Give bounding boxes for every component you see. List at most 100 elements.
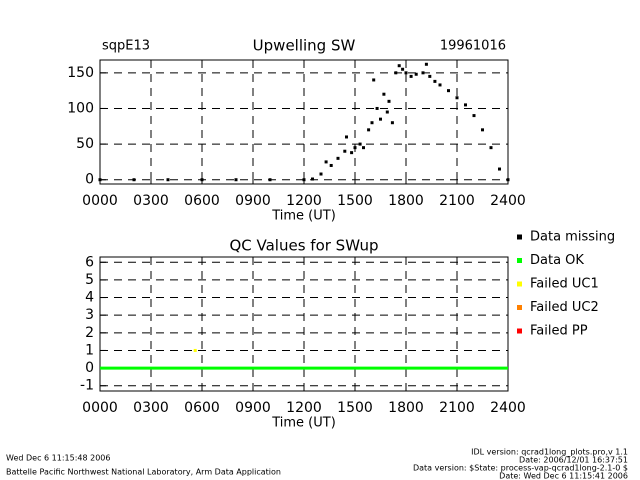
data-point: [372, 78, 376, 82]
y-tick-label: -1: [80, 378, 94, 394]
data-point: [336, 156, 340, 160]
y-tick-label: 2: [85, 325, 94, 341]
data-point: [132, 178, 136, 182]
annotation: 19961016: [440, 39, 506, 54]
data-point: [394, 71, 398, 75]
data-point: [319, 172, 323, 176]
x-tick-label: 0000: [82, 193, 118, 209]
data-point: [268, 178, 272, 182]
data-point: [234, 178, 238, 182]
data-point: [367, 128, 371, 132]
footer-text: Data version: $State: process-vap-qcrad1…: [413, 464, 628, 473]
legend-marker: [517, 305, 522, 310]
data-point: [472, 114, 476, 118]
data-point: [438, 83, 442, 87]
x-axis-label: Time (UT): [271, 209, 336, 224]
y-tick-label: 5: [85, 272, 94, 288]
data-point: [382, 92, 386, 96]
data-point: [424, 62, 428, 66]
footer-text: Date: 2006/12/01 16:37:51: [519, 456, 628, 465]
data-point: [414, 72, 418, 76]
data-point: [387, 99, 391, 103]
data-point: [397, 64, 401, 68]
legend-marker: [517, 281, 522, 287]
chart-title: QC Values for SWup: [229, 237, 378, 255]
legend-label: Failed PP: [530, 324, 588, 339]
y-tick-label: 3: [85, 307, 94, 323]
x-tick-label: 1200: [286, 400, 322, 416]
legend-marker: [517, 328, 522, 334]
data-point: [353, 146, 357, 150]
data-point: [409, 74, 413, 78]
x-tick-label: 0300: [133, 193, 169, 209]
x-tick-label: 0600: [184, 400, 220, 416]
data-point: [193, 348, 197, 352]
footer-text: Battelle Pacific Northwest National Labo…: [6, 468, 281, 477]
data-point: [428, 74, 432, 78]
x-tick-label: 0300: [133, 400, 169, 416]
data-point: [498, 167, 501, 171]
x-tick-label: 0900: [235, 400, 271, 416]
y-tick-label: 0: [85, 360, 94, 376]
footer-text: Date: Wed Dec 6 11:15:41 2006: [499, 472, 628, 480]
legend-label: Failed UC2: [530, 300, 599, 315]
legend-label: Data missing: [530, 230, 615, 245]
data-point: [98, 178, 102, 182]
x-tick-label: 2100: [439, 193, 475, 209]
chart-title: Upwelling SW: [253, 37, 356, 55]
y-tick-label: 50: [76, 136, 94, 152]
data-point: [302, 178, 306, 182]
data-point: [166, 178, 170, 182]
x-tick-label: 2100: [439, 400, 475, 416]
x-tick-label: 2400: [490, 193, 526, 209]
data-point: [358, 142, 362, 146]
data-point: [343, 149, 347, 153]
x-tick-label: 0000: [82, 400, 118, 416]
x-tick-label: 1500: [337, 193, 373, 209]
data-point: [455, 96, 459, 100]
y-tick-label: 1: [85, 342, 94, 358]
legend-label: Data OK: [530, 253, 584, 268]
footer-text: Wed Dec 6 11:15:48 2006: [6, 454, 110, 463]
data-point: [481, 128, 484, 132]
data-point: [489, 146, 493, 150]
x-tick-label: 0600: [184, 193, 220, 209]
footer-text: IDL version: qcrad1long_plots.pro,v 1.1: [471, 448, 628, 457]
x-tick-label: 1200: [286, 193, 322, 209]
x-tick-label: 1800: [388, 400, 424, 416]
data-point: [421, 71, 425, 75]
x-tick-label: 0900: [235, 193, 271, 209]
y-tick-label: 150: [67, 65, 94, 81]
x-tick-label: 1500: [337, 400, 373, 416]
data-point: [370, 121, 374, 125]
legend-marker: [517, 234, 522, 240]
data-point: [433, 79, 437, 83]
y-tick-label: 6: [85, 254, 94, 270]
data-point: [404, 71, 408, 75]
data-point: [350, 151, 354, 155]
data-point: [379, 117, 382, 121]
x-tick-label: 1800: [388, 193, 424, 209]
y-tick-label: 0: [85, 172, 94, 188]
x-axis-label: Time (UT): [271, 416, 336, 431]
data-point: [362, 146, 365, 150]
data-point: [401, 67, 405, 71]
data-point: [447, 89, 450, 93]
data-point: [345, 135, 348, 139]
annotation: sqpE13: [102, 39, 150, 54]
y-tick-label: 4: [85, 290, 94, 306]
y-tick-label: 100: [67, 100, 94, 116]
x-tick-label: 2400: [490, 400, 526, 416]
data-point: [375, 106, 379, 110]
legend-marker: [517, 258, 522, 263]
legend-label: Failed UC1: [530, 277, 599, 292]
data-point: [506, 178, 510, 182]
data-point: [200, 178, 204, 182]
data-point: [311, 177, 314, 181]
data-point: [390, 121, 394, 125]
data-point: [385, 110, 389, 114]
data-point: [464, 103, 467, 107]
data-point: [329, 163, 333, 167]
data-point: [324, 160, 328, 164]
